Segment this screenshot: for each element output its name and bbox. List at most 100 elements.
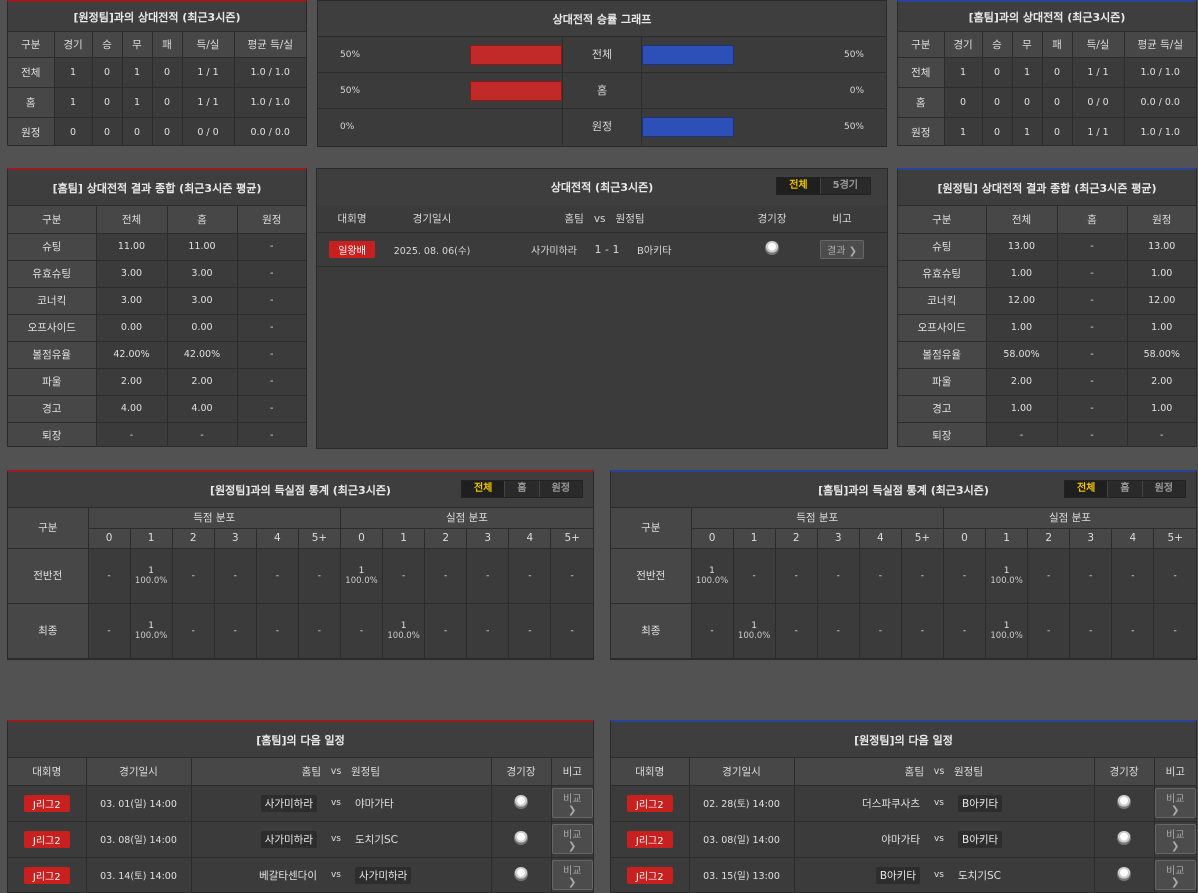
stadium-icon[interactable]: [1117, 830, 1131, 845]
table-cell: 0 / 0: [1072, 87, 1125, 118]
row-label: 슈팅: [898, 233, 987, 261]
table-cell: 0: [54, 117, 93, 145]
table-row: 전체 1 0 1 0 1 / 1 1.0 / 1.0: [8, 57, 306, 88]
distribution-cell: -: [1027, 548, 1071, 604]
goals-column-header: 4: [508, 528, 552, 549]
column-header: 승: [982, 32, 1013, 58]
tab-all[interactable]: 전체: [461, 481, 506, 497]
tab-5games[interactable]: 5경기: [832, 180, 858, 191]
match-count: 1: [1003, 620, 1010, 631]
venue-cell: [491, 785, 552, 822]
table-cell: 2.00: [986, 368, 1058, 396]
graph-category-label: 전체: [562, 36, 642, 73]
distribution-cell: -: [88, 603, 131, 659]
goals-column-header: 2: [424, 528, 468, 549]
col-league: 대회명: [611, 758, 690, 786]
row-label: 전체: [8, 57, 55, 88]
col-home: 홈팀: [794, 758, 924, 786]
table-cell: 1 / 1: [1072, 117, 1125, 145]
stadium-icon[interactable]: [765, 241, 779, 255]
league-cell: 일왕배: [317, 241, 387, 258]
tab-all[interactable]: 전체: [777, 178, 821, 194]
row-label: 전반전: [611, 548, 692, 604]
tab-away[interactable]: 원정: [551, 483, 570, 494]
row-label: 유효슈팅: [898, 260, 987, 288]
row-label: 오프사이드: [898, 314, 987, 342]
league-badge: J리그2: [23, 866, 70, 884]
table-cell: 0: [1012, 87, 1043, 118]
compare-button[interactable]: 비교 ❯: [1154, 860, 1196, 890]
tab-home[interactable]: 홈: [1108, 481, 1143, 497]
match-teams: 사가미하라 1 - 1 B아키타: [477, 242, 732, 257]
table-row: 원정 0 0 0 0 0 / 0 0.0 / 0.0: [8, 117, 306, 145]
schedule-row[interactable]: J리그2 03. 15(일) 13:00 B아키타 vs 도치기SC 비교 ❯: [611, 857, 1196, 892]
venue-cell: [1094, 785, 1155, 822]
league-cell: J리그2: [611, 857, 690, 892]
header-row: 구분 득점 분포 실점 분포: [8, 508, 593, 549]
table-cell: 13.00: [986, 233, 1058, 261]
distribution-cell: 1 100.0%: [691, 548, 734, 604]
result-button[interactable]: 결과 ❯: [820, 240, 864, 259]
goals-column-header: 2: [775, 528, 818, 549]
col-vs: vs: [924, 758, 954, 786]
schedule-row[interactable]: J리그2 03. 14(토) 14:00 베갈타센다이 vs 사가미하라 비교 ❯: [8, 857, 593, 892]
stadium-icon[interactable]: [514, 794, 528, 809]
venue-cell: [491, 857, 552, 892]
col-vs: vs: [321, 758, 351, 786]
schedule-row[interactable]: J리그2 03. 08(일) 14:00 야마가타 vs B아키타 비교 ❯: [611, 821, 1196, 858]
table-row: 파울 2.00 2.00-: [8, 368, 306, 396]
away-summary-table: 구분 전체 홈 원정 슈팅 13.00-13.00 유효슈팅 1.00-1.00 코너킥 12.…: [898, 206, 1196, 446]
tab-away[interactable]: 원정: [1154, 483, 1173, 494]
home-team-cell: 베갈타센다이: [191, 857, 321, 892]
goals-column-header: 3: [1069, 528, 1113, 549]
compare-button[interactable]: 비교 ❯: [551, 788, 593, 818]
table-row: 슈팅 11.00 11.00-: [8, 233, 306, 261]
table-cell: 0: [92, 87, 123, 118]
goal-stats-table: 구분 득점 분포 실점 분포 0 1 2 3 4 5+ 0 1 2 3 4 5+ 전반전 -1 100.0% - - -…: [8, 508, 593, 659]
away-bar-track: [642, 44, 734, 65]
distribution-cell: -: [1069, 548, 1113, 604]
goal-stats-title: [홈팀]과의 득실점 통계 (최근3시즌): [818, 483, 989, 497]
tab-all[interactable]: 전체: [1064, 481, 1109, 497]
schedule-row[interactable]: J리그2 03. 01(일) 14:00 사가미하라 vs 야마가타 비교 ❯: [8, 785, 593, 822]
away-team: B아키타: [958, 830, 1003, 848]
schedule-table: 대회명 경기일시 홈팀 vs 원정팀 경기장 비고 J리그2 03. 01(일) 14:00 사가…: [8, 758, 593, 892]
distribution-cell: -: [298, 548, 341, 604]
away-team: B아키타: [958, 794, 1003, 812]
col-note: 비고: [832, 213, 852, 225]
column-header: 승: [92, 32, 123, 58]
distribution-cell: -: [508, 603, 552, 659]
stadium-icon[interactable]: [1117, 866, 1131, 881]
table-row: 퇴장 - - -: [8, 422, 306, 446]
goals-column-header: 1: [733, 528, 776, 549]
note-cell: 비교 ❯: [551, 821, 593, 858]
compare-button[interactable]: 비교 ❯: [551, 860, 593, 890]
away-winrate-bar: [642, 117, 734, 137]
panel-title: [홈팀]과의 득실점 통계 (최근3시즌) 전체 홈 원정: [611, 472, 1196, 508]
compare-button[interactable]: 비교 ❯: [1154, 788, 1196, 818]
table-row: 유효슈팅 1.00-1.00: [898, 260, 1196, 288]
compare-button[interactable]: 비교 ❯: [1154, 824, 1196, 854]
row-label: 유효슈팅: [8, 260, 97, 288]
schedule-row[interactable]: J리그2 03. 08(일) 14:00 사가미하라 vs 도치기SC 비교 ❯: [8, 821, 593, 858]
stadium-icon[interactable]: [514, 830, 528, 845]
schedule-row[interactable]: J리그2 02. 28(토) 14:00 더스파쿠사츠 vs B아키타 비교 ❯: [611, 785, 1196, 822]
row-label: 최종: [611, 603, 692, 659]
col-away: 원정팀: [351, 758, 492, 786]
table-cell: 0: [152, 57, 183, 88]
match-count: 1: [148, 565, 154, 576]
compare-button[interactable]: 비교 ❯: [551, 824, 593, 854]
table-cell: 1: [1012, 117, 1043, 145]
tab-home[interactable]: 홈: [505, 481, 540, 497]
col-venue: 경기장: [1094, 758, 1155, 786]
table-cell: -: [237, 341, 306, 369]
stadium-icon[interactable]: [514, 866, 528, 881]
goals-column-header: 3: [466, 528, 510, 549]
column-header: 원정: [237, 206, 306, 234]
goals-column-header: 3: [214, 528, 257, 549]
goal-stats-filter-tabs: 전체 홈 원정: [1063, 480, 1186, 498]
home-next-schedule-panel: [홈팀]의 다음 일정 대회명 경기일시 홈팀 vs 원정팀 경기장 비고 J리그2 03. 01…: [7, 720, 594, 893]
match-row[interactable]: 일왕배 2025. 08. 06(수) 사가미하라 1 - 1 B아키타 결과 ❯: [317, 233, 887, 267]
stadium-icon[interactable]: [1117, 794, 1131, 809]
table-row: 오프사이드 1.00-1.00: [898, 314, 1196, 342]
